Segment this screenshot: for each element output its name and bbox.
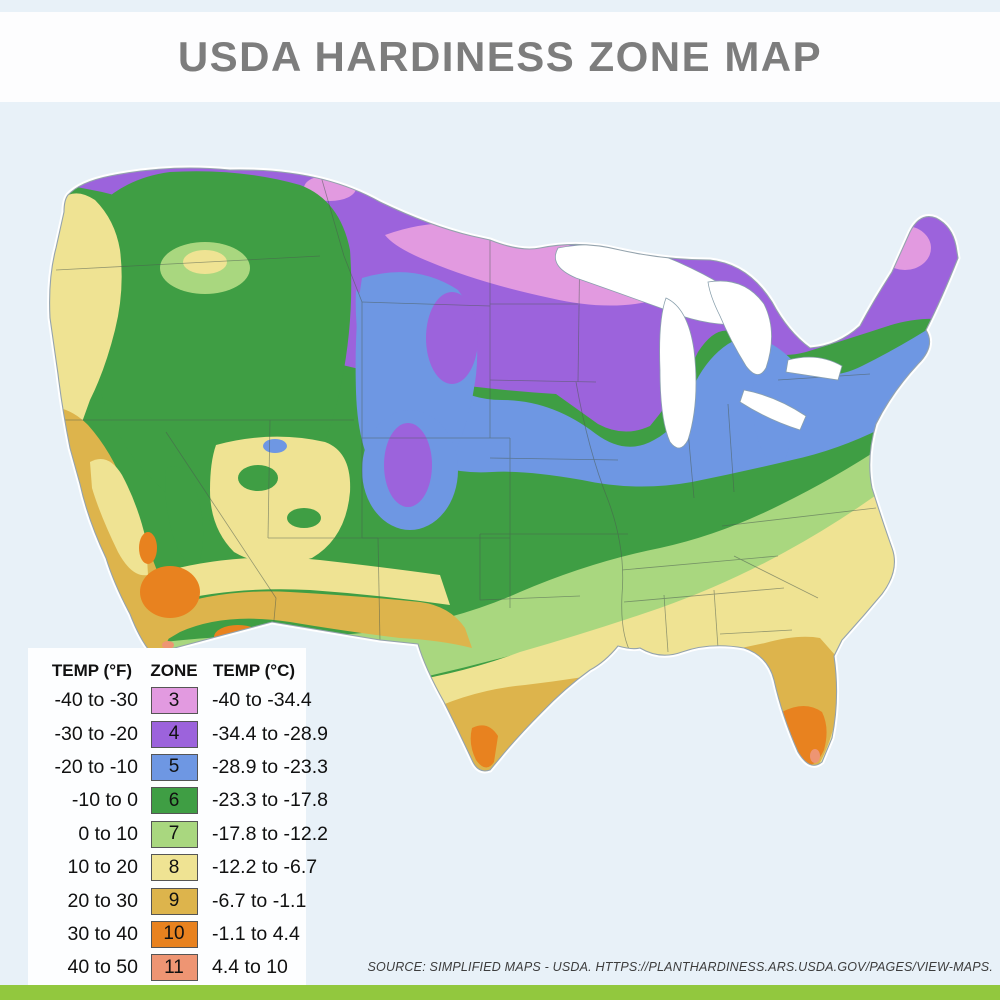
temp-f-range: 20 to 30 (67, 889, 138, 912)
zone-swatch: 9 (150, 887, 198, 915)
temp-f-range: -20 to -10 (54, 755, 138, 778)
legend-header: TEMP (°F) ZONE TEMP (°C) (38, 658, 306, 684)
temp-f-range: -30 to -20 (54, 722, 138, 745)
temp-c-range: -1.1 to 4.4 (212, 922, 300, 945)
lake-michigan (659, 297, 697, 449)
legend-col-temp-c: TEMP (°C) (212, 661, 296, 680)
zone-swatch: 5 (150, 753, 198, 781)
source-credit: SOURCE: SIMPLIFIED MAPS - USDA. HTTPS://… (367, 960, 993, 974)
zone-swatch: 7 (150, 820, 198, 848)
temp-c-range: -40 to -34.4 (212, 689, 312, 712)
temp-f-range: -10 to 0 (71, 789, 138, 812)
legend-row: 0 to 10 7 -17.8 to -12.2 (38, 818, 328, 851)
temp-f-range: 30 to 40 (67, 922, 138, 945)
zone-swatch: 8 (150, 854, 198, 882)
temp-c-range: -34.4 to -28.9 (212, 722, 328, 745)
temp-c-range: -28.9 to -23.3 (212, 755, 328, 778)
zone-swatch: 10 (150, 920, 198, 948)
legend-row: -30 to -20 4 -34.4 to -28.9 (38, 717, 328, 750)
zone-swatch: 4 (150, 720, 198, 748)
footer-accent-bar (0, 985, 1000, 1000)
state-borders (49, 168, 877, 656)
legend-row: 30 to 40 10 -1.1 to 4.4 (38, 918, 306, 951)
legend-col-zone: ZONE (150, 661, 198, 680)
temp-c-range: -6.7 to -1.1 (212, 889, 307, 912)
legend-row: -40 to -30 3 -40 to -34.4 (38, 684, 312, 717)
legend-rows: -40 to -30 3 -40 to -34.4 -30 to -20 4 -34.4 … (38, 684, 328, 985)
zone-swatch: 6 (150, 787, 198, 815)
legend-row: 20 to 30 9 -6.7 to -1.1 (38, 884, 306, 917)
zone-swatch: 3 (150, 687, 198, 715)
lake-erie (739, 389, 807, 431)
temp-c-range: -23.3 to -17.8 (212, 789, 328, 812)
zone-swatch: 11 (150, 954, 198, 982)
temp-f-range: -40 to -30 (54, 689, 138, 712)
coastline (49, 167, 959, 772)
temp-c-range: -17.8 to -12.2 (212, 822, 328, 845)
temp-f-range: 10 to 20 (67, 856, 138, 879)
temp-f-range: 40 to 50 (67, 956, 138, 979)
temp-c-range: -12.2 to -6.7 (212, 856, 318, 879)
page-title: USDA HARDINESS ZONE MAP (177, 33, 823, 80)
legend-row: -20 to -10 5 -28.9 to -23.3 (38, 751, 328, 784)
lake-huron (707, 280, 772, 375)
temp-f-range: 0 to 10 (78, 822, 138, 845)
title-band: USDA HARDINESS ZONE MAP (0, 12, 1000, 102)
lake-ontario (785, 356, 843, 381)
legend-col-temp-f: TEMP (°F) (51, 661, 133, 680)
legend-row: 40 to 50 11 4.4 to 10 (38, 951, 306, 984)
temp-c-range: 4.4 to 10 (212, 956, 288, 979)
zone-legend: TEMP (°F) ZONE TEMP (°C) -40 to -30 3 -40 … (28, 648, 328, 985)
legend-row: 10 to 20 8 -12.2 to -6.7 (38, 851, 318, 884)
legend-row: -10 to 0 6 -23.3 to -17.8 (38, 784, 328, 817)
